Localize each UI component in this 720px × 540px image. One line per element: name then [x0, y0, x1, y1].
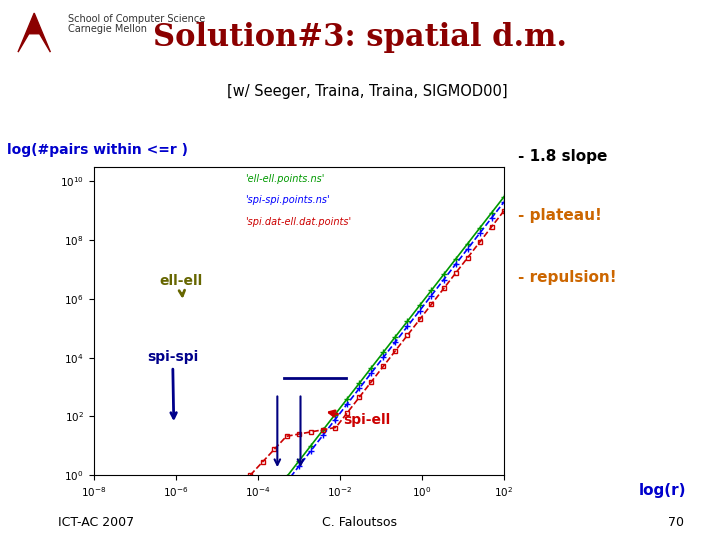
Text: - plateau!: - plateau! [518, 208, 602, 223]
Text: 'spi.dat-ell.dat.points': 'spi.dat-ell.dat.points' [246, 217, 351, 227]
Text: [w/ Seeger, Traina, Traina, SIGMOD00]: [w/ Seeger, Traina, Traina, SIGMOD00] [227, 84, 508, 99]
Text: 70: 70 [668, 516, 684, 529]
Text: spi-ell: spi-ell [329, 411, 390, 427]
Text: - repulsion!: - repulsion! [518, 270, 617, 285]
Text: ICT-AC 2007: ICT-AC 2007 [58, 516, 134, 529]
Text: C. Faloutsos: C. Faloutsos [323, 516, 397, 529]
Text: spi-spi: spi-spi [147, 349, 198, 418]
Text: - 1.8 slope: - 1.8 slope [518, 148, 608, 164]
Text: log(r): log(r) [639, 483, 686, 498]
Text: Solution#3: spatial d.m.: Solution#3: spatial d.m. [153, 22, 567, 52]
Text: log(#pairs within <=r ): log(#pairs within <=r ) [7, 143, 188, 157]
Text: School of Computer Science: School of Computer Science [68, 14, 206, 24]
Text: Carnegie Mellon: Carnegie Mellon [68, 24, 148, 35]
Text: ell-ell: ell-ell [159, 274, 202, 296]
Text: 'ell-ell.points.ns': 'ell-ell.points.ns' [246, 173, 325, 184]
Polygon shape [18, 13, 50, 52]
Text: 'spi-spi.points.ns': 'spi-spi.points.ns' [246, 195, 330, 205]
